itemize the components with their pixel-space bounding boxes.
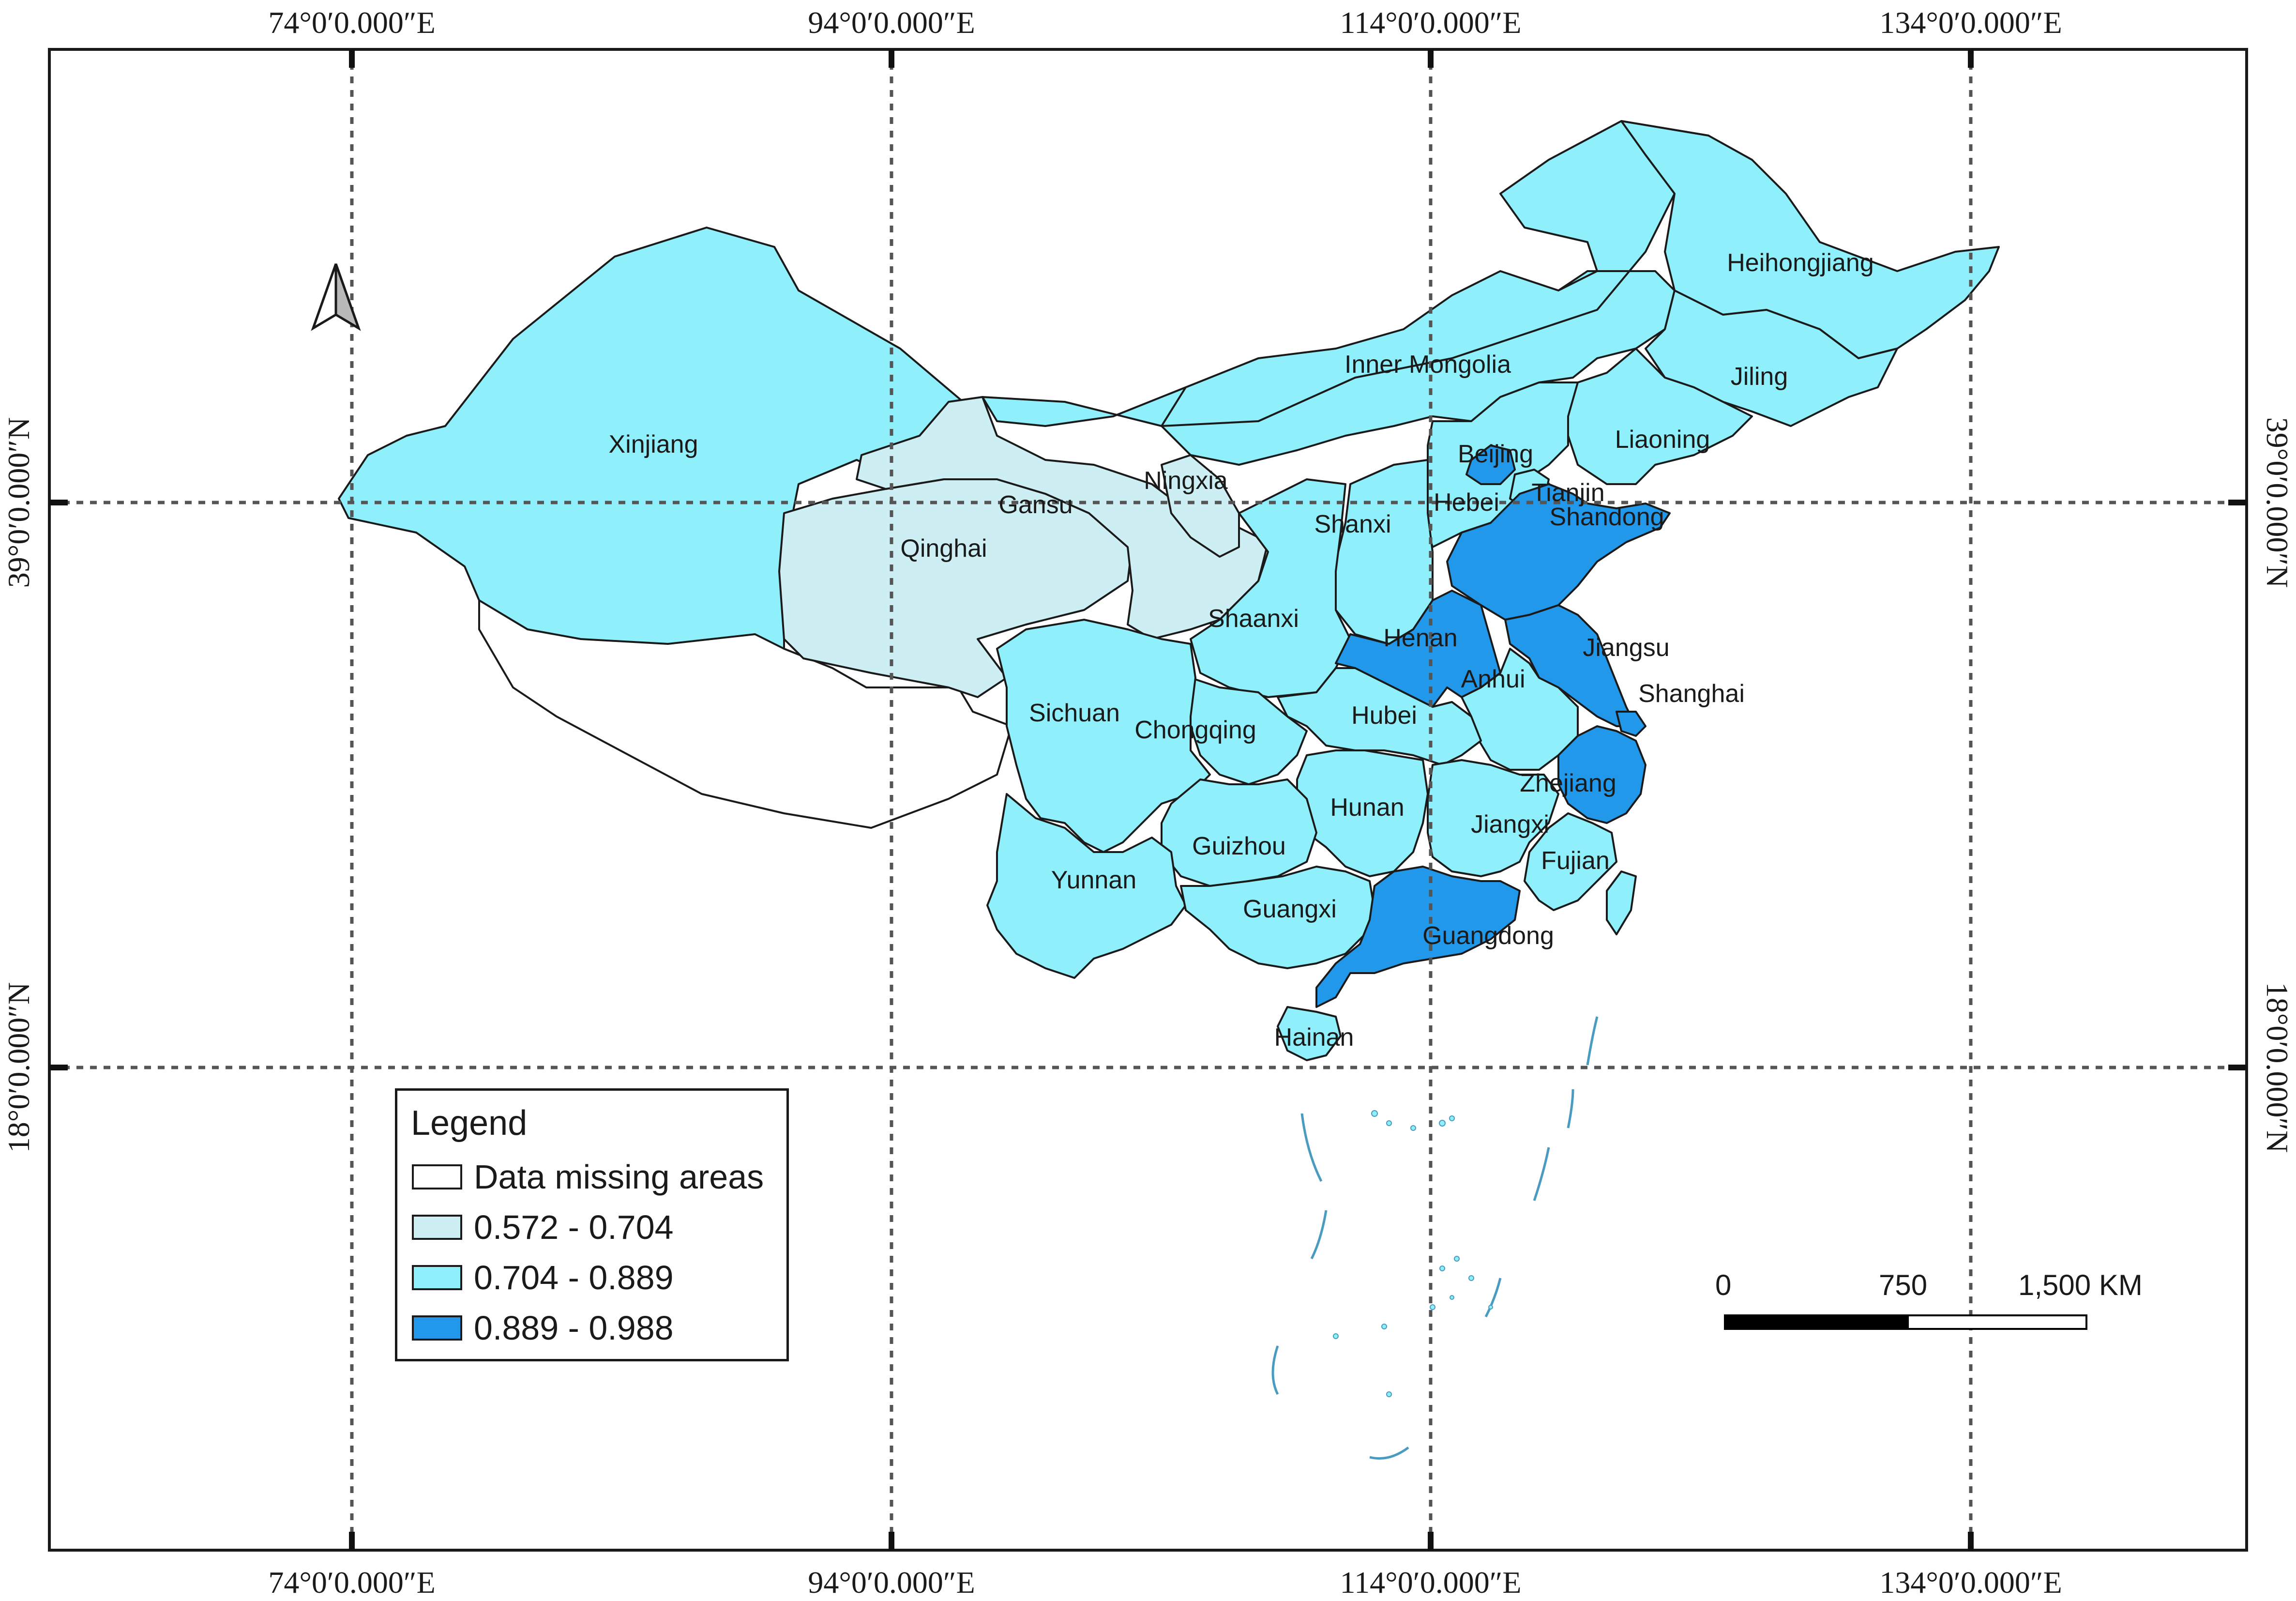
legend-item: 0.889 - 0.988 bbox=[412, 1309, 674, 1347]
label-beijing: Beijing bbox=[1458, 440, 1533, 468]
island-arc bbox=[1484, 1278, 1502, 1318]
lon-label-top: 134°0′0.000″E bbox=[1879, 5, 2062, 40]
legend-swatch bbox=[412, 1265, 462, 1290]
lat-label-right: 18°0′0.000″N bbox=[2260, 982, 2295, 1153]
label-jiling: Jiling bbox=[1731, 363, 1788, 391]
label-hunan: Hunan bbox=[1330, 793, 1404, 822]
label-sichuan: Sichuan bbox=[1029, 699, 1120, 727]
region-shanghai bbox=[1616, 711, 1646, 737]
label-chongqing: Chongqing bbox=[1134, 716, 1256, 744]
region-inner-mongolia bbox=[982, 120, 1709, 466]
scale-segment-white bbox=[1907, 1314, 2087, 1330]
legend-label: Data missing areas bbox=[474, 1158, 764, 1196]
label-zhejiang: Zhejiang bbox=[1520, 769, 1616, 797]
label-guizhou: Guizhou bbox=[1192, 832, 1286, 860]
scale-label-end: 1,500 KM bbox=[2018, 1269, 2143, 1301]
label-fujian: Fujian bbox=[1541, 847, 1610, 875]
label-shanghai: Shanghai bbox=[1638, 680, 1745, 708]
legend-label: 0.572 - 0.704 bbox=[474, 1208, 674, 1246]
legend-label: 0.889 - 0.988 bbox=[474, 1309, 674, 1347]
region-liaoning bbox=[1567, 348, 1753, 485]
region-heihongjiang bbox=[1620, 120, 2000, 359]
region-fujian bbox=[1524, 812, 1617, 911]
label-anhui: Anhui bbox=[1461, 665, 1526, 693]
island-arc bbox=[1300, 1113, 1323, 1182]
scale-bar: 0 750 1,500 KM bbox=[1704, 1268, 2143, 1346]
region-beijing bbox=[1465, 444, 1516, 485]
legend-swatch bbox=[412, 1215, 462, 1240]
label-henan: Henan bbox=[1383, 624, 1457, 652]
region-jiling bbox=[1645, 290, 1898, 427]
label-yunnan: Yunnan bbox=[1051, 866, 1136, 894]
lon-label-bottom: 94°0′0.000″E bbox=[808, 1565, 975, 1600]
lon-label-top: 94°0′0.000″E bbox=[808, 5, 975, 40]
region-guangdong bbox=[1315, 866, 1521, 1008]
label-hebei: Hebei bbox=[1434, 488, 1499, 517]
legend-swatch bbox=[412, 1315, 462, 1341]
scale-segment-black bbox=[1724, 1314, 1907, 1330]
legend-item: 0.572 - 0.704 bbox=[412, 1208, 674, 1247]
label-shandong: Shandong bbox=[1549, 503, 1664, 531]
region-sichuan bbox=[996, 619, 1211, 853]
label-ningxia: Ningxia bbox=[1144, 467, 1227, 495]
map-legend: Legend Data missing areas 0.572 - 0.704 … bbox=[395, 1088, 789, 1361]
lon-label-top: 74°0′0.000″E bbox=[268, 5, 435, 40]
label-shaanxi: Shaanxi bbox=[1208, 605, 1299, 633]
lon-label-top: 114°0′0.000″E bbox=[1340, 5, 1522, 40]
island-arc bbox=[1310, 1210, 1328, 1260]
province-layer bbox=[338, 120, 2000, 1061]
region-xinjiang bbox=[338, 227, 964, 650]
lon-label-bottom: 74°0′0.000″E bbox=[268, 1565, 435, 1600]
island-arc bbox=[1533, 1147, 1550, 1201]
legend-item: 0.704 - 0.889 bbox=[412, 1258, 674, 1297]
lon-label-bottom: 114°0′0.000″E bbox=[1340, 1565, 1522, 1600]
region-zhejiang bbox=[1557, 725, 1646, 824]
region-anhui bbox=[1461, 648, 1579, 771]
region-taiwan bbox=[1606, 870, 1637, 935]
province-labels: Xinjiang Gansu Qinghai Ningxia Inner Mon… bbox=[608, 249, 1873, 1052]
island-arc bbox=[1586, 1016, 1599, 1066]
region-hainan bbox=[1277, 1006, 1342, 1061]
lat-label-left: 39°0′0.000″N bbox=[1, 417, 36, 588]
scale-label-zero: 0 bbox=[1715, 1269, 1732, 1301]
label-guangxi: Guangxi bbox=[1243, 895, 1337, 923]
coordinate-labels: 74°0′0.000″E 94°0′0.000″E 114°0′0.000″E … bbox=[1, 5, 2295, 1600]
lat-label-right: 39°0′0.000″N bbox=[2260, 417, 2295, 588]
label-liaoning: Liaoning bbox=[1615, 426, 1710, 454]
island-arc bbox=[1271, 1345, 1279, 1395]
region-yunnan bbox=[986, 793, 1187, 979]
label-inner-mongolia: Inner Mongolia bbox=[1344, 351, 1511, 379]
graticule bbox=[49, 49, 2247, 1550]
label-shanxi: Shanxi bbox=[1314, 510, 1391, 538]
label-hainan: Hainan bbox=[1274, 1023, 1354, 1052]
legend-label: 0.704 - 0.889 bbox=[474, 1259, 674, 1296]
south-sea-islands bbox=[1271, 1016, 1599, 1460]
label-tianjin: Tianjin bbox=[1531, 479, 1604, 507]
region-jiangxi bbox=[1427, 759, 1559, 877]
region-shandong bbox=[1446, 483, 1671, 621]
label-hubei: Hubei bbox=[1351, 701, 1417, 730]
label-heihongjiang: Heihongjiang bbox=[1727, 249, 1874, 277]
region-ningxia bbox=[1161, 454, 1240, 558]
island-arc bbox=[1369, 1446, 1409, 1460]
scale-label-mid: 750 bbox=[1879, 1269, 1928, 1301]
legend-title: Legend bbox=[411, 1104, 528, 1143]
label-qinghai: Qinghai bbox=[900, 534, 987, 563]
region-shanxi bbox=[1335, 459, 1434, 645]
north-arrow-icon bbox=[311, 263, 361, 331]
label-xinjiang: Xinjiang bbox=[608, 430, 698, 458]
legend-item: Data missing areas bbox=[412, 1158, 764, 1196]
label-jiangsu: Jiangsu bbox=[1583, 634, 1669, 662]
lon-label-bottom: 134°0′0.000″E bbox=[1879, 1565, 2062, 1600]
lat-label-left: 18°0′0.000″N bbox=[1, 982, 36, 1153]
region-chongqing bbox=[1190, 677, 1308, 785]
island-dots bbox=[1333, 1110, 1493, 1397]
label-jiangxi: Jiangxi bbox=[1471, 810, 1549, 839]
label-guangdong: Guangdong bbox=[1422, 922, 1554, 950]
label-gansu: Gansu bbox=[998, 491, 1072, 519]
legend-swatch bbox=[412, 1164, 462, 1189]
island-arc bbox=[1567, 1089, 1574, 1128]
